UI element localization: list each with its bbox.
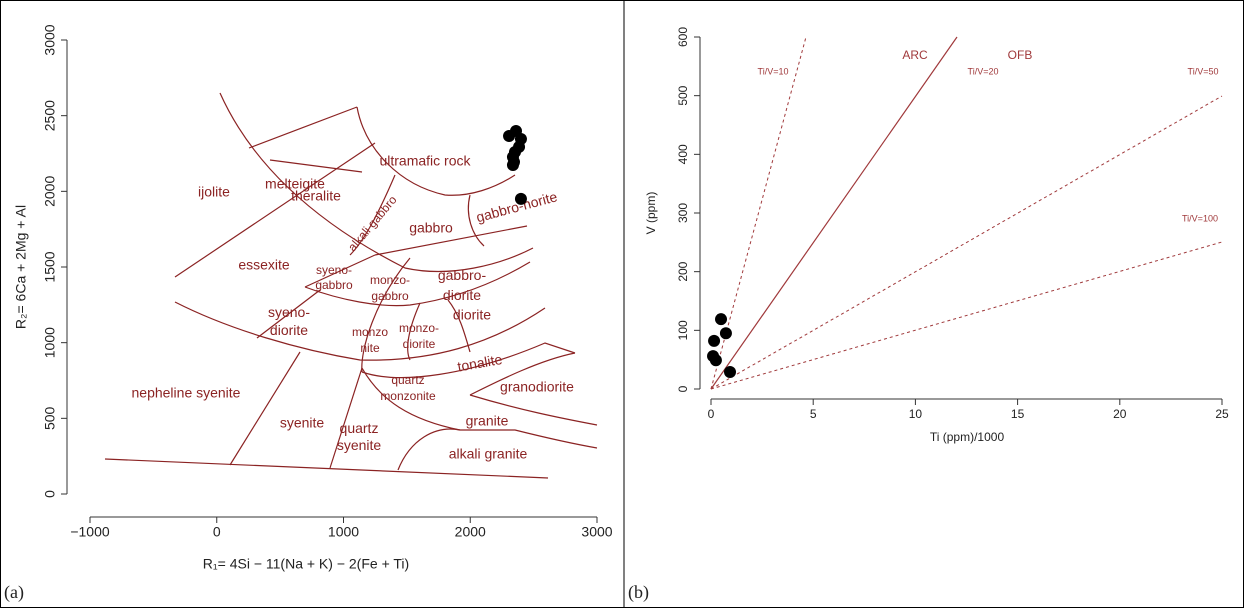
data-point xyxy=(719,327,732,340)
field-label: gabbro-diorite xyxy=(438,267,487,303)
y-tick-label: 0 xyxy=(676,385,690,392)
annotation: Ti/V=10 xyxy=(758,66,789,76)
field-label: alkali granite xyxy=(449,446,528,462)
data-point xyxy=(724,365,737,378)
field-label: alkali gabbro xyxy=(345,193,400,254)
y-tick-label: 500 xyxy=(42,406,58,430)
x-axis-label: R₁= 4Si − 11(Na + K) − 2(Fe + Ti) xyxy=(203,556,409,572)
annotation: Ti/V=20 xyxy=(968,66,999,76)
field-label: monzo-diorite xyxy=(399,321,439,351)
field-labels: melteigite ultramafic rock ijolite thera… xyxy=(132,153,575,462)
y-tick-label: 1000 xyxy=(42,327,58,358)
field-label: essexite xyxy=(238,257,290,273)
y-tick-label: 300 xyxy=(676,203,690,223)
field-label: syeno-gabbro xyxy=(315,263,353,292)
y-tick-label: 400 xyxy=(676,144,690,164)
field-label: melteigite xyxy=(265,176,325,192)
x-tick-label: 10 xyxy=(909,407,923,421)
annotation: OFB xyxy=(1008,48,1033,62)
x-tick-label: 0 xyxy=(213,524,221,540)
y-tick-label: 1500 xyxy=(42,251,58,282)
field-label: tonalite xyxy=(456,351,503,375)
y-tick-label: 200 xyxy=(676,261,690,281)
y-tick-label: 600 xyxy=(676,27,690,47)
y-tick-label: 2000 xyxy=(42,176,58,207)
field-label: diorite xyxy=(453,307,491,323)
field-label: ijolite xyxy=(198,184,230,200)
field-boundaries xyxy=(104,92,598,479)
y-tick-label: 100 xyxy=(676,320,690,340)
x-tick-label: −1000 xyxy=(70,524,110,540)
x-tick-label: 1000 xyxy=(328,524,359,540)
y-axis-label: V (ppm) xyxy=(644,192,658,235)
data-point xyxy=(506,159,519,172)
field-label: nepheline syenite xyxy=(132,385,241,401)
y-tick-label: 3000 xyxy=(42,24,58,55)
field-label: quartz syenite xyxy=(337,420,382,453)
field-label: quartz monzonite xyxy=(380,373,436,403)
panel-label: (a) xyxy=(4,582,24,603)
data-point xyxy=(709,354,722,367)
field-label: gabbro-norite xyxy=(474,188,559,225)
data-point xyxy=(708,334,721,347)
x-tick-label: 15 xyxy=(1011,407,1025,421)
field-label: ultramafic rock xyxy=(379,153,471,169)
field-label: granodiorite xyxy=(500,379,574,395)
field-label: monzo nite xyxy=(352,325,388,355)
field-label: gabbro xyxy=(409,220,453,236)
ratio-lines xyxy=(710,36,1223,390)
panel-label: (b) xyxy=(628,582,649,603)
annotation: Ti/V=100 xyxy=(1182,213,1218,223)
x-tick-label: 20 xyxy=(1113,407,1127,421)
field-label: monzo-gabbro xyxy=(370,273,410,303)
x-tick-label: 2000 xyxy=(455,524,486,540)
x-tick-label: 3000 xyxy=(581,524,612,540)
data-point xyxy=(514,192,527,205)
x-tick-label: 0 xyxy=(708,407,715,421)
field-label: syeno-diorite xyxy=(268,304,310,338)
y-axis-label: R₂= 6Ca + 2Mg + Al xyxy=(13,205,29,329)
annotation: Ti/V=50 xyxy=(1188,66,1219,76)
x-tick-label: 5 xyxy=(810,407,817,421)
y-tick-label: 2500 xyxy=(42,100,58,131)
x-tick-label: 25 xyxy=(1215,407,1229,421)
annotation: ARC xyxy=(902,48,928,62)
y-tick-label: 500 xyxy=(676,85,690,105)
x-axis-label: Ti (ppm)/1000 xyxy=(930,430,1005,444)
field-label: syenite xyxy=(280,415,325,431)
data-point xyxy=(715,313,728,326)
field-label: theralite xyxy=(291,188,341,204)
field-label: granite xyxy=(466,413,509,429)
y-tick-label: 0 xyxy=(42,490,58,498)
